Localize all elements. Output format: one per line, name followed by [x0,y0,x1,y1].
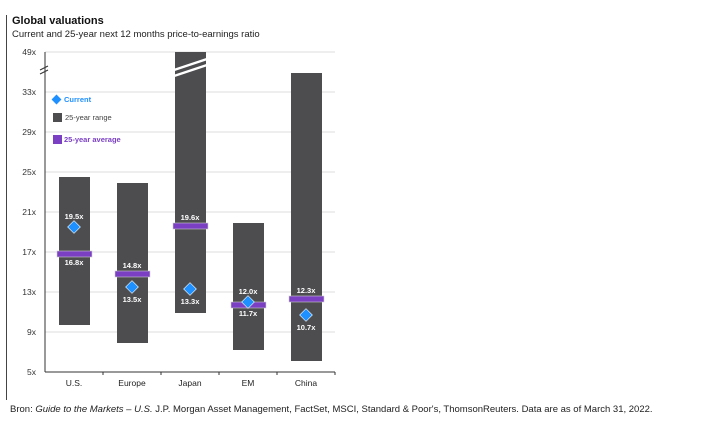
average-label: 12.3x [297,286,317,295]
footer-source: Guide to the Markets – U.S. [35,404,153,415]
average-label: 16.8x [65,258,85,267]
current-marker [67,220,81,234]
x-tick-label: Japan [178,378,201,388]
bar-break-mark [173,57,208,78]
y-tick-label: 33x [22,87,36,97]
x-tick-label: U.S. [66,378,83,388]
y-tick-label: 9x [27,327,37,337]
average-marker [114,270,151,278]
range-bar [233,223,264,350]
y-tick-label: 5x [27,367,37,377]
current-label: 10.7x [297,323,317,332]
footer-rest: J.P. Morgan Asset Management, FactSet, M… [152,404,653,415]
current-label: 19.5x [65,212,85,221]
x-tick-label: Europe [118,378,146,388]
chart: 5x 9x 13x 17x 21x 25x 29x 33x 49x 16.8x 19.5x U.S. 1… [22,47,336,388]
current-marker [125,280,139,294]
y-tick-label: 25x [22,167,36,177]
average-label: 11.7x [239,309,258,318]
y-tick-label: 29x [22,127,36,137]
current-label: 12.0x [239,287,259,296]
average-label: 14.8x [123,261,143,270]
legend-current-swatch [51,94,62,105]
current-marker [299,308,313,322]
axis-break-mark [39,65,49,75]
y-tick-label: 17x [22,247,36,257]
legend-current-label: Current [64,95,92,104]
legend-range-label: 25-year range [65,113,112,122]
current-label: 13.5x [123,295,143,304]
current-label: 13.3x [181,297,201,306]
legend-average-label: 25-year average [64,135,121,144]
average-marker [172,222,209,230]
source-footnote: Bron: Guide to the Markets – U.S. J.P. M… [10,404,653,415]
x-tick-label: China [295,378,317,388]
y-tick-label: 49x [22,47,36,57]
chart-title: Global valuations [12,15,104,27]
legend-average-swatch [53,135,62,144]
average-marker [56,250,93,258]
legend-range-swatch [53,113,62,122]
average-label: 19.6x [181,213,201,222]
range-bar [117,183,148,343]
range-bar [175,52,206,313]
current-marker [183,282,197,296]
chart-subtitle: Current and 25-year next 12 months price… [12,29,260,40]
left-rule [6,15,7,400]
current-marker [241,295,255,309]
average-marker [288,295,325,303]
footer-prefix: Bron: [10,404,36,415]
y-tick-label: 21x [22,207,36,217]
x-tick-label: EM [242,378,255,388]
y-tick-label: 13x [22,287,36,297]
